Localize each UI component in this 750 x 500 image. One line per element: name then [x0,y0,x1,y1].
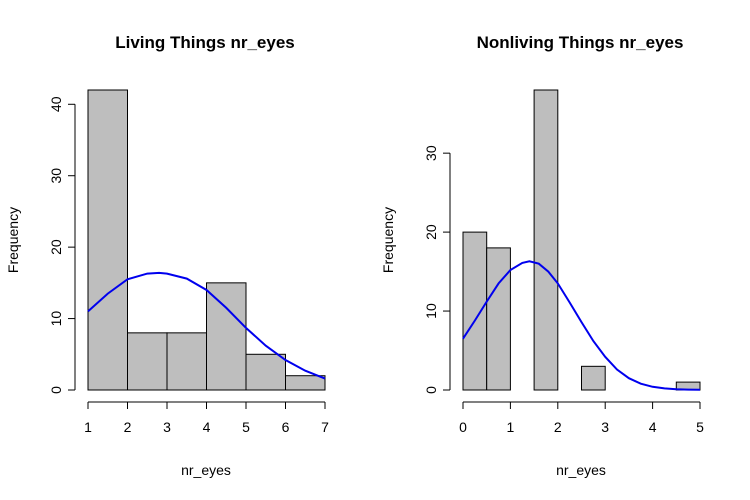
bars [462,89,701,391]
x-tick-label: 2 [554,419,562,435]
x-axis: 1 2 3 4 5 6 7 [84,401,329,435]
x-tick-label: 3 [163,419,171,435]
histogram-bar [285,375,326,391]
x-tick-label: 4 [649,419,657,435]
y-axis-label: Frequency [380,207,396,273]
density-curve [462,260,701,391]
y-tick-label: 10 [48,311,64,327]
y-axis: 0 10 20 30 40 [48,96,76,394]
y-axis: 0 10 20 30 [423,145,451,394]
x-axis-label: nr_eyes [181,462,231,478]
y-tick-label: 0 [423,386,439,394]
y-tick-label: 0 [48,386,64,394]
x-tick-label: 4 [203,419,211,435]
histogram-bar [245,353,286,391]
x-tick-label: 0 [459,419,467,435]
living-things-histogram: Living Things nr_eyes nr_eyes Frequency … [5,33,329,478]
x-tick-label: 1 [507,419,515,435]
density-curve-layer [87,271,326,380]
x-tick-label: 5 [696,419,704,435]
bars [87,89,326,391]
density-curve-layer [462,260,701,391]
y-tick-label: 10 [423,303,439,319]
chart-title: Nonliving Things nr_eyes [477,33,684,52]
histogram-bar [486,247,511,391]
x-tick-label: 2 [124,419,132,435]
nonliving-things-histogram: Nonliving Things nr_eyes nr_eyes Frequen… [380,33,704,478]
histogram-bar [166,332,207,391]
y-tick-label: 30 [423,145,439,161]
x-axis: 0 1 2 3 4 5 [459,401,704,435]
x-tick-label: 6 [282,419,290,435]
density-curve [87,271,326,380]
histogram-bar [581,365,606,391]
histogram-bar [206,282,247,391]
histogram-bar [127,332,168,391]
histogram-bar [462,231,488,391]
x-tick-label: 7 [321,419,329,435]
x-axis-label: nr_eyes [556,462,606,478]
x-tick-label: 3 [601,419,609,435]
chart-title: Living Things nr_eyes [115,33,295,52]
x-tick-label: 5 [242,419,250,435]
y-tick-label: 20 [48,239,64,255]
y-tick-label: 30 [48,168,64,184]
y-tick-label: 40 [48,96,64,112]
y-axis-label: Frequency [5,207,21,273]
y-tick-label: 20 [423,224,439,240]
histogram-bar [87,89,128,391]
x-tick-label: 1 [84,419,92,435]
histogram-bar [533,89,559,391]
